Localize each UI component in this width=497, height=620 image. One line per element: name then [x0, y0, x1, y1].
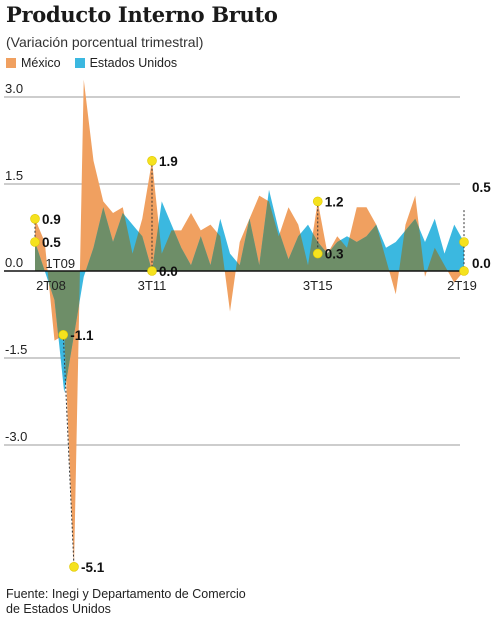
annotation-label: 0.0: [159, 264, 178, 279]
axes: 2T08 1T09 3T11 3T15 2T19: [4, 256, 477, 293]
annotation-label: 0.0: [472, 256, 491, 271]
legend-item-usa: Estados Unidos: [74, 56, 178, 70]
annotation-label: -5.1: [81, 560, 105, 575]
annotation-label: 0.5: [42, 235, 61, 250]
source-line-2: de Estados Unidos: [6, 602, 111, 616]
annotation-marker: [312, 196, 323, 207]
legend-label-usa: Estados Unidos: [89, 56, 178, 70]
y-tick-label: 3.0: [5, 81, 23, 96]
y-tick-label: 0.0: [5, 255, 23, 270]
x-category-label: 3T15: [303, 278, 333, 293]
annotation-connector: [62, 334, 75, 567]
annotation-marker: [58, 329, 69, 340]
annotation-label: 0.3: [325, 247, 344, 262]
annotation-label: 1.2: [325, 194, 344, 209]
legend-item-mexico: México: [6, 56, 61, 70]
annotation-marker: [312, 248, 323, 259]
annotation-label: 0.9: [42, 212, 61, 227]
annotation-label: -1.1: [70, 328, 94, 343]
annotation-marker: [459, 266, 469, 276]
x-category-label: 2T19: [447, 278, 477, 293]
legend-swatch-mexico: [6, 58, 16, 68]
y-tick-label: -1.5: [5, 342, 27, 357]
annotation-label: 1.9: [159, 154, 178, 169]
y-tick-label: 1.5: [5, 168, 23, 183]
annotation-marker: [30, 214, 40, 224]
annotation-marker: [147, 266, 157, 276]
annotations: 0.9 0.5 -1.1 -5.1 1.9 0.0 1.2 0.3 0.5 0.0: [30, 154, 491, 575]
chart-title: Producto Interno Bruto: [6, 2, 278, 27]
chart-subtitle: (Variación porcentual trimestral): [6, 34, 204, 50]
annotation-label: 0.5: [472, 180, 491, 195]
legend-label-mexico: México: [21, 56, 61, 70]
source-line-1: Fuente: Inegi y Departamento de Comercio: [6, 587, 246, 601]
area-overlap: [35, 189, 464, 393]
x-category-label: 2T08: [36, 278, 66, 293]
y-tick-label: -3.0: [5, 429, 27, 444]
annotation-marker: [69, 561, 79, 572]
source-note: Fuente: Inegi y Departamento de Comercio…: [6, 587, 246, 617]
legend-swatch-usa: [74, 58, 85, 68]
legend: México Estados Unidos: [6, 56, 191, 70]
x-category-label: 3T11: [138, 278, 167, 293]
annotation-marker: [30, 237, 40, 247]
annotation-marker: [147, 156, 157, 166]
annotation-marker: [459, 237, 469, 247]
area-mexico: [35, 79, 464, 567]
series-areas: [35, 79, 464, 567]
grid-lines: 3.0 1.5 0.0 -1.5 -3.0: [4, 81, 460, 446]
x-category-label: 1T09: [45, 256, 75, 271]
